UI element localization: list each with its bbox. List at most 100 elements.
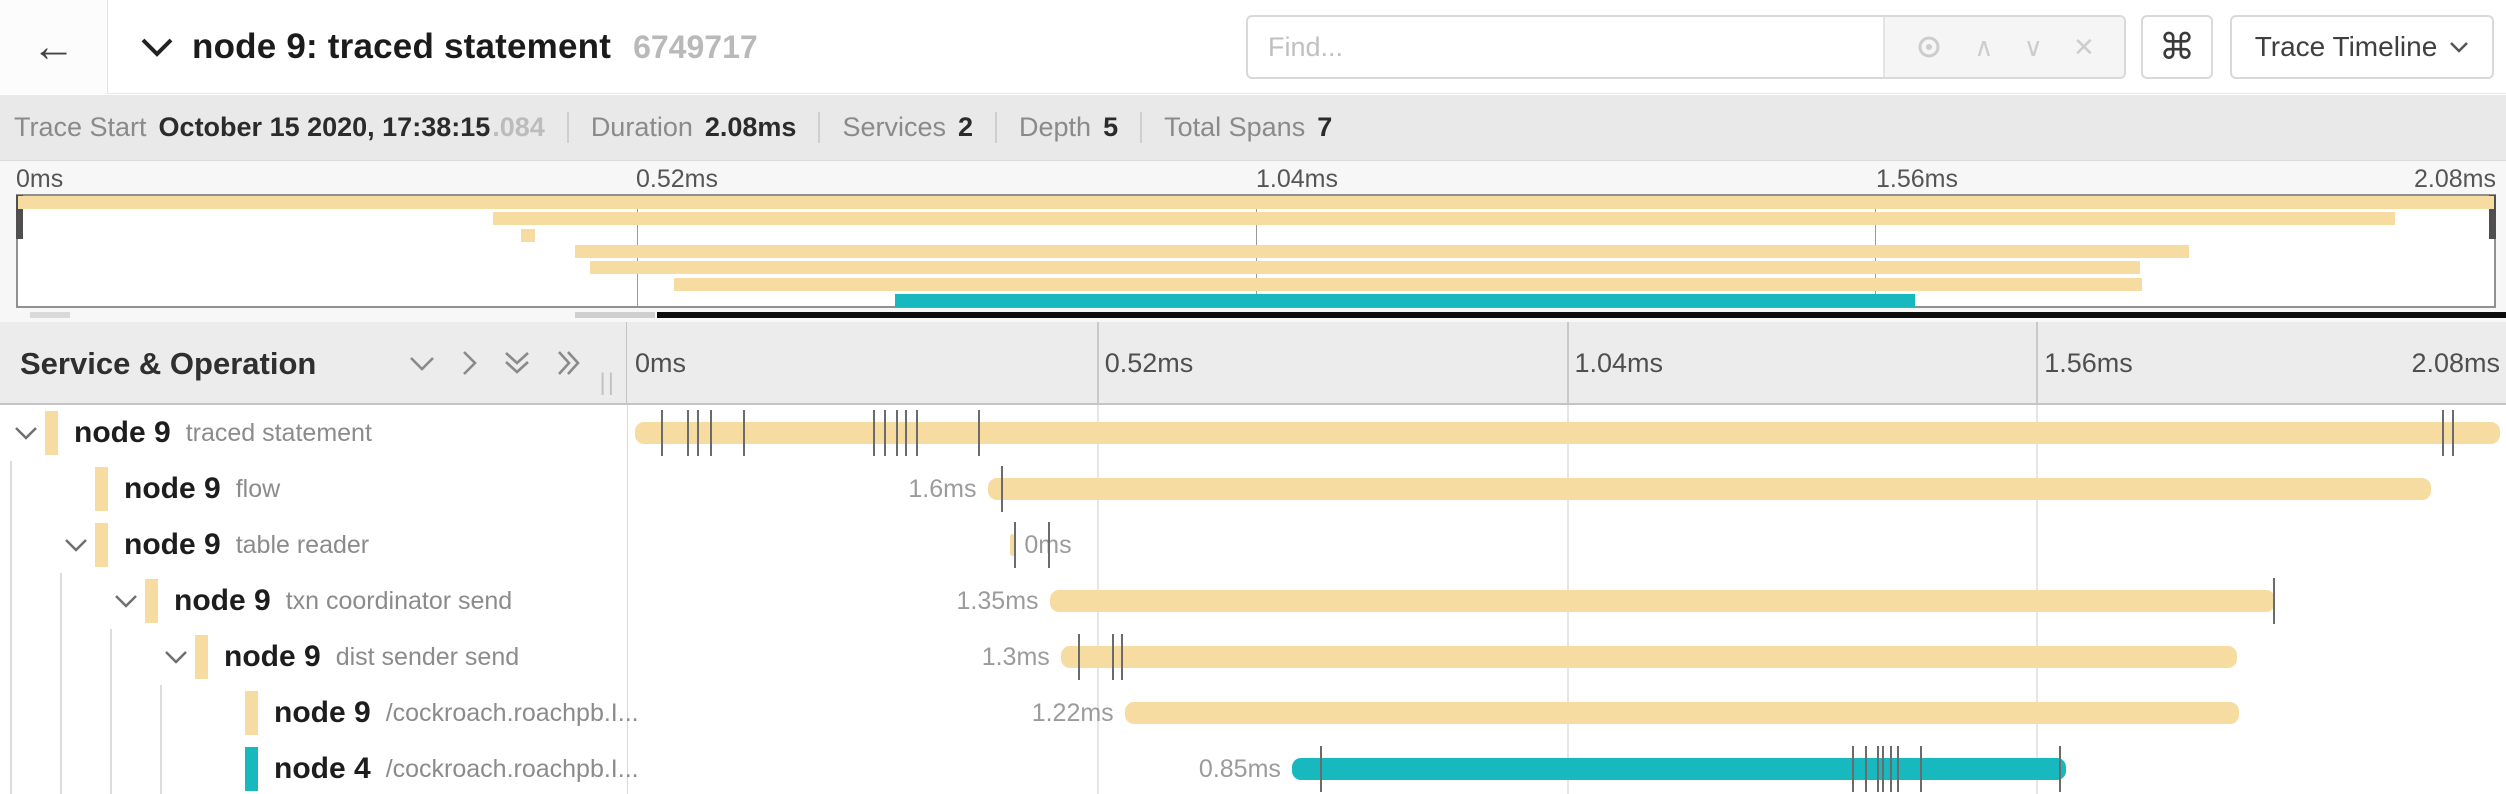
find-input[interactable] bbox=[1248, 17, 1883, 77]
expand-chevron-icon[interactable] bbox=[114, 593, 138, 609]
span-log-tick bbox=[1000, 466, 1003, 512]
collapse-trace-icon[interactable] bbox=[140, 36, 174, 58]
minimap-span bbox=[589, 261, 2140, 274]
span-bar[interactable] bbox=[1124, 702, 2240, 724]
span-bar[interactable] bbox=[987, 478, 2431, 500]
span-row-roachpb-node4[interactable]: node 4/cockroach.roachpb.I... 0.85ms bbox=[0, 741, 2506, 794]
span-log-tick bbox=[709, 410, 712, 456]
span-duration-label: 0.85ms bbox=[1198, 755, 1281, 783]
page-title: node 9: traced statement bbox=[192, 27, 612, 66]
minimap-span bbox=[493, 212, 2395, 225]
tree-guide bbox=[160, 685, 162, 741]
tree-guide bbox=[10, 517, 12, 573]
expand-chevron-icon[interactable] bbox=[164, 649, 188, 665]
expand-all-icon[interactable] bbox=[556, 350, 582, 376]
minimap-tick-label: 0.52ms bbox=[636, 165, 718, 193]
minimap-span bbox=[575, 245, 2190, 258]
span-rows: node 9 traced statement node 9 flow 1.6ms … bbox=[0, 405, 2506, 794]
minimap-time-labels: 0ms 0.52ms 1.04ms 1.56ms 2.08ms bbox=[16, 165, 2496, 193]
span-log-tick bbox=[696, 410, 699, 456]
span-row-txn-coordinator-send[interactable]: node 9 txn coordinator send 1.35ms bbox=[0, 573, 2506, 629]
span-log-tick bbox=[2451, 410, 2454, 456]
page-header: ← node 9: traced statement 6749717 ∧ ∨ ✕… bbox=[0, 0, 2506, 94]
span-log-tick bbox=[1889, 746, 1892, 792]
tree-guide bbox=[110, 685, 112, 741]
minimap-left-scrubber[interactable] bbox=[16, 195, 23, 239]
chevron-down-icon bbox=[2449, 41, 2469, 54]
span-row-traced-statement[interactable]: node 9 traced statement bbox=[0, 405, 2506, 461]
span-bar[interactable] bbox=[1292, 758, 2067, 780]
span-timeline-cell[interactable]: 1.22ms bbox=[627, 685, 2506, 741]
minimap-tick-label: 0ms bbox=[16, 165, 64, 193]
expand-chevron-icon[interactable] bbox=[64, 537, 88, 553]
collapse-one-icon[interactable] bbox=[409, 355, 435, 372]
span-row-flow[interactable]: node 9 flow 1.6ms bbox=[0, 461, 2506, 517]
summary-depth: Depth 5 bbox=[995, 112, 1140, 143]
ruler-gridline bbox=[1566, 322, 1569, 403]
minimap-tick-label: 1.56ms bbox=[1876, 165, 1958, 193]
span-name-cell[interactable]: node 4/cockroach.roachpb.I... bbox=[0, 741, 639, 794]
minimap-bottom-strip bbox=[30, 312, 70, 318]
expand-one-icon[interactable] bbox=[461, 350, 478, 376]
next-result-button[interactable]: ∨ bbox=[2023, 31, 2043, 62]
minimap-bottom-strip bbox=[575, 312, 655, 318]
span-log-tick bbox=[1865, 746, 1868, 792]
summary-services: Services 2 bbox=[818, 112, 995, 143]
span-timeline-cell[interactable]: 0ms bbox=[627, 517, 2506, 573]
focus-match-icon[interactable] bbox=[1914, 32, 1944, 62]
minimap-span bbox=[18, 196, 2494, 209]
span-name-cell[interactable]: node 9 table reader bbox=[0, 517, 627, 573]
span-row-roachpb-node9[interactable]: node 9/cockroach.roachpb.I... 1.22ms bbox=[0, 685, 2506, 741]
span-timeline-cell[interactable]: 0.85ms bbox=[627, 741, 2506, 794]
prev-result-button[interactable]: ∧ bbox=[1974, 31, 1994, 62]
keyboard-shortcuts-button[interactable]: ⌘ bbox=[2141, 15, 2213, 79]
minimap-canvas[interactable] bbox=[16, 194, 2496, 308]
span-bar[interactable] bbox=[1010, 534, 1015, 556]
minimap-right-scrubber[interactable] bbox=[2489, 195, 2496, 239]
span-log-tick bbox=[1852, 746, 1855, 792]
back-button[interactable]: ← bbox=[0, 0, 108, 94]
summary-total-spans: Total Spans 7 bbox=[1140, 112, 1354, 143]
span-log-tick bbox=[743, 410, 746, 456]
span-row-dist-sender-send[interactable]: node 9 dist sender send 1.3ms bbox=[0, 629, 2506, 685]
ruler-gridline bbox=[1096, 322, 1099, 403]
expand-chevron-icon[interactable] bbox=[14, 425, 38, 441]
span-name-cell[interactable]: node 9 traced statement bbox=[0, 405, 627, 461]
span-bar[interactable] bbox=[1061, 646, 2238, 668]
column-resizer-grip[interactable]: || bbox=[599, 369, 616, 396]
operation-name: traced statement bbox=[185, 418, 372, 447]
span-name-cell[interactable]: node 9 dist sender send bbox=[0, 629, 627, 685]
view-selector-button[interactable]: Trace Timeline bbox=[2230, 15, 2494, 79]
span-timeline-cell[interactable]: 1.3ms bbox=[627, 629, 2506, 685]
operation-name: flow bbox=[235, 474, 281, 503]
service-color-chip bbox=[195, 635, 208, 679]
span-log-tick bbox=[1077, 634, 1080, 680]
tree-guide bbox=[60, 685, 62, 741]
span-name-cell[interactable]: node 9/cockroach.roachpb.I... bbox=[0, 685, 639, 741]
ruler-tick-label: 0ms bbox=[635, 348, 687, 378]
span-row-table-reader[interactable]: node 9 table reader 0ms bbox=[0, 517, 2506, 573]
tree-guide bbox=[60, 741, 62, 794]
service-color-chip bbox=[245, 747, 258, 791]
span-duration-label: 1.22ms bbox=[1031, 699, 1114, 727]
collapse-all-icon[interactable] bbox=[504, 350, 530, 376]
clear-search-button[interactable]: ✕ bbox=[2073, 31, 2095, 62]
span-log-tick bbox=[2058, 746, 2061, 792]
span-name-cell[interactable]: node 9 txn coordinator send bbox=[0, 573, 627, 629]
span-bar[interactable] bbox=[1049, 590, 2275, 612]
span-log-tick bbox=[1876, 746, 1879, 792]
span-timeline-cell[interactable]: 1.6ms bbox=[627, 461, 2506, 517]
find-tools: ∧ ∨ ✕ bbox=[1883, 17, 2124, 77]
span-name-cell[interactable]: node 9 flow bbox=[0, 461, 627, 517]
span-timeline-cell[interactable]: 1.35ms bbox=[627, 573, 2506, 629]
minimap-span bbox=[674, 278, 2143, 291]
service-operation-title: Service & Operation bbox=[20, 346, 317, 381]
column-divider bbox=[627, 405, 628, 794]
span-bar[interactable] bbox=[634, 422, 2501, 444]
span-timeline-cell[interactable] bbox=[627, 405, 2506, 461]
ruler-tick-label: 2.08ms bbox=[2411, 348, 2500, 378]
service-color-chip bbox=[245, 691, 258, 735]
span-log-tick bbox=[1320, 746, 1323, 792]
service-name: node 9 bbox=[124, 472, 221, 505]
